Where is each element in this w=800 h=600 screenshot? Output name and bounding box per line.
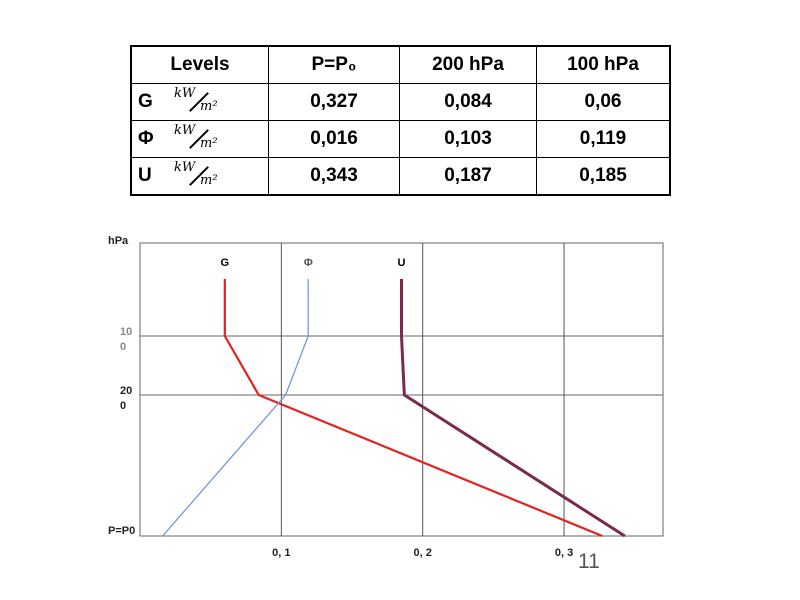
row-name-u: U (138, 165, 152, 187)
table-cell: 0,185 (536, 157, 671, 196)
header-p0: P=P₀ (268, 45, 400, 84)
table-cell: 0,016 (268, 120, 400, 158)
table-cell: 0,119 (536, 120, 671, 158)
unit-kw-per-m2: kW m² (174, 86, 218, 114)
y-tick-label: 20 (120, 385, 132, 397)
series-name-label: Φ (304, 257, 313, 269)
chart-labels: hPa 10 0 20 0 P=P0 0, 1 0, 2 0, 3 G Φ U (108, 235, 573, 559)
x-tick-label: 0, 2 (414, 547, 432, 559)
y-tick-label: P=P0 (108, 525, 135, 537)
table-header-row: Levels P=P₀ 200 hPa 100 hPa (130, 45, 671, 84)
table-cell: 0,343 (268, 157, 400, 196)
header-100hpa: 100 hPa (536, 45, 671, 84)
x-tick-label: 0, 3 (555, 547, 573, 559)
series-line-phi (162, 279, 309, 537)
header-200hpa: 200 hPa (399, 45, 537, 84)
unit-kw-per-m2: kW m² (174, 123, 218, 151)
row-name-phi: Φ (138, 128, 154, 150)
slide-number: 11 (578, 550, 600, 573)
chart-grid (139, 242, 664, 537)
plot-frame (139, 242, 664, 537)
series-line-u (400, 279, 626, 538)
table-cell: 0,084 (399, 83, 537, 121)
y-axis-label: hPa (108, 235, 129, 247)
table-cell: 0,327 (268, 83, 400, 121)
x-tick-label: 0, 1 (272, 547, 290, 559)
y-tick-label: 0 (120, 341, 126, 353)
series-name-label: U (398, 257, 406, 269)
chart-series (162, 279, 626, 538)
series-line-g (223, 279, 603, 538)
y-tick-label: 10 (120, 326, 132, 338)
unit-kw-per-m2: kW m² (174, 160, 218, 188)
table-cell: 0,187 (399, 157, 537, 196)
series-name-label: G (221, 257, 230, 269)
y-tick-label: 0 (120, 400, 126, 412)
table-cell: 0,103 (399, 120, 537, 158)
row-name-g: G (138, 91, 153, 113)
